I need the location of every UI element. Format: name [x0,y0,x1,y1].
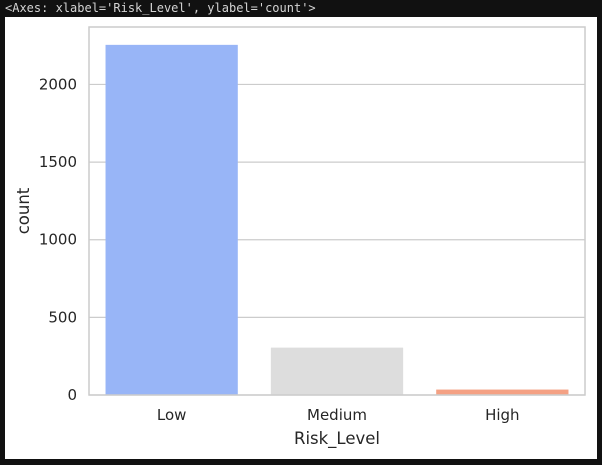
output-repr-text: <Axes: xlabel='Risk_Level', ylabel='coun… [5,1,316,15]
y-tick-label: 0 [67,386,77,404]
y-axis-label: count [14,187,33,234]
y-tick-labels: 0 500 1000 1500 2000 [39,75,77,404]
y-tick-label: 2000 [39,75,77,93]
bar-medium [270,347,404,395]
bar-low [105,44,238,396]
axes-spine [88,26,586,396]
y-tick-label: 500 [48,308,77,326]
x-tick-labels: Low Medium High [157,406,520,424]
x-axis-label: Risk_Level [294,429,380,449]
y-tick-label: 1000 [39,231,77,249]
bar-chart: 0 500 1000 1500 2000 Low Medium High Risk_Leve… [14,26,586,449]
x-tick-label: High [485,406,519,424]
bar-high [436,389,569,395]
x-tick-label: Medium [307,406,367,424]
x-tick-label: Low [157,406,187,424]
axes-frame [88,26,586,396]
chart-figure: 0 500 1000 1500 2000 Low Medium High Risk_Leve… [5,17,597,459]
y-tick-label: 1500 [39,153,77,171]
bars [105,44,569,396]
